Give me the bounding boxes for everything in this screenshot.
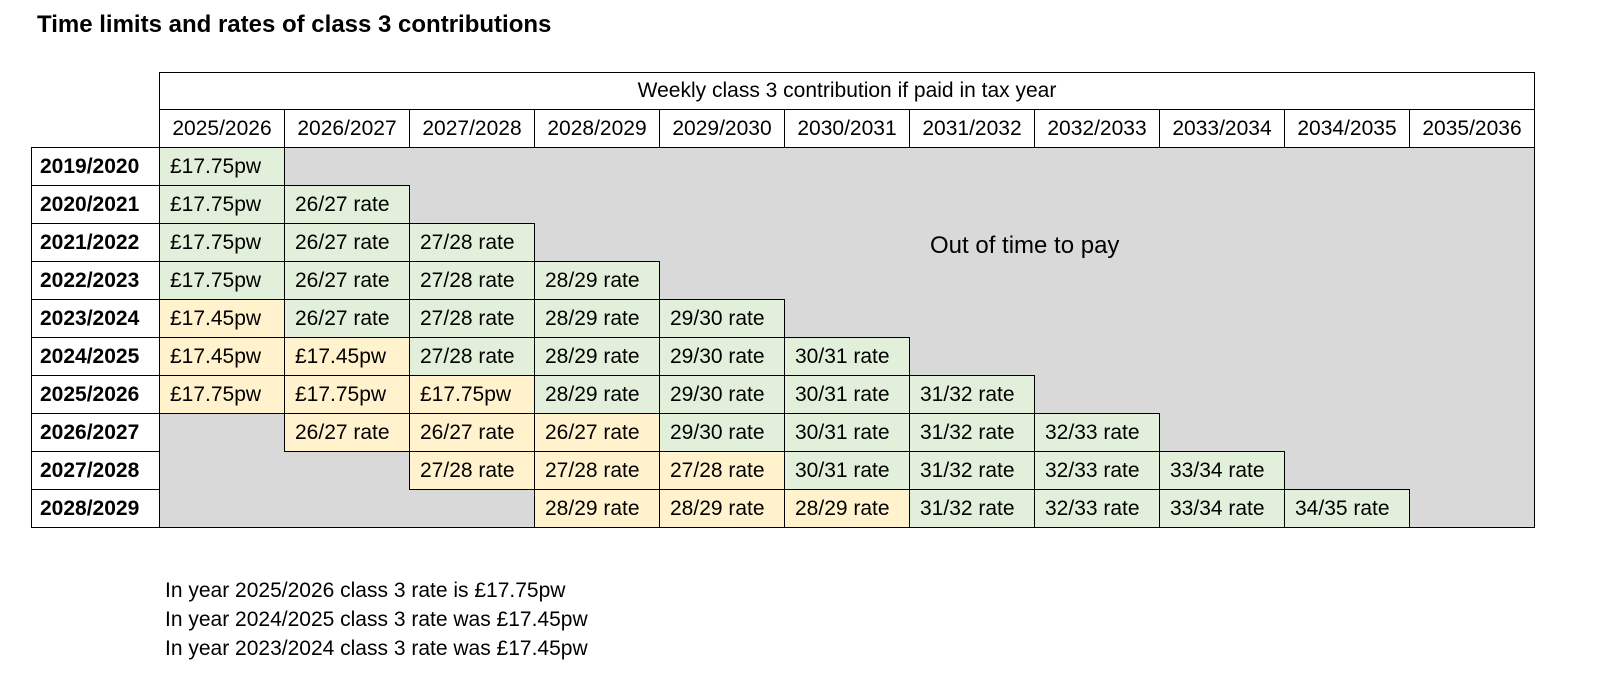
rate-cell: 28/29 rate [534,489,660,528]
rate-cell: 31/32 rate [909,413,1035,452]
rate-cell: 30/31 rate [784,451,910,490]
rate-cell: 29/30 rate [659,337,785,376]
rate-cell: 30/31 rate [784,413,910,452]
rate-cell: 26/27 rate [284,299,410,338]
column-header: 2027/2028 [409,109,535,148]
rate-cell: 26/27 rate [534,413,660,452]
column-header: 2032/2033 [1034,109,1160,148]
row-header: 2020/2021 [31,185,160,224]
column-header: 2034/2035 [1284,109,1410,148]
rate-cell: 29/30 rate [659,375,785,414]
column-header: 2031/2032 [909,109,1035,148]
rate-cell: £17.75pw [159,375,285,414]
row-header: 2024/2025 [31,337,160,376]
rate-cell: 31/32 rate [909,489,1035,528]
column-header: 2026/2027 [284,109,410,148]
note-line: In year 2023/2024 class 3 rate was £17.4… [165,637,588,660]
rate-cell: 32/33 rate [1034,451,1160,490]
rate-cell: 26/27 rate [409,413,535,452]
column-header: 2028/2029 [534,109,660,148]
rate-cell: 31/32 rate [909,451,1035,490]
rate-cell: 26/27 rate [284,413,410,452]
row-header: 2028/2029 [31,489,160,528]
contributions-table: Weekly class 3 contribution if paid in t… [31,72,1535,528]
rate-cell: 26/27 rate [284,261,410,300]
rate-cell: 26/27 rate [284,185,410,224]
rate-cell: 30/31 rate [784,337,910,376]
rate-cell: 28/29 rate [659,489,785,528]
note-line: In year 2024/2025 class 3 rate was £17.4… [165,608,588,631]
rate-cell: 28/29 rate [534,375,660,414]
rate-cell: 27/28 rate [409,223,535,262]
row-header: 2022/2023 [31,261,160,300]
rate-cell: 32/33 rate [1034,489,1160,528]
rate-cell: 28/29 rate [534,299,660,338]
rate-cell: 30/31 rate [784,375,910,414]
row-header: 2021/2022 [31,223,160,262]
rate-notes: In year 2025/2026 class 3 rate is £17.75… [165,576,588,663]
rate-cell: £17.75pw [159,223,285,262]
rate-cell: 27/28 rate [409,337,535,376]
rate-cell: £17.75pw [159,261,285,300]
rate-cell: 28/29 rate [784,489,910,528]
column-header: 2030/2031 [784,109,910,148]
rate-cell: 28/29 rate [534,261,660,300]
row-header: 2025/2026 [31,375,160,414]
note-line: In year 2025/2026 class 3 rate is £17.75… [165,579,566,602]
rate-cell: 27/28 rate [409,299,535,338]
table-header: Weekly class 3 contribution if paid in t… [159,72,1535,110]
rate-cell: £17.75pw [159,185,285,224]
column-header: 2029/2030 [659,109,785,148]
rate-cell: £17.45pw [284,337,410,376]
rate-cell: 29/30 rate [659,299,785,338]
page-title: Time limits and rates of class 3 contrib… [37,11,552,38]
column-header: 2035/2036 [1409,109,1535,148]
rate-cell: 27/28 rate [659,451,785,490]
rate-cell: 27/28 rate [409,451,535,490]
rate-cell: 34/35 rate [1284,489,1410,528]
rate-cell: 26/27 rate [284,223,410,262]
rate-cell: 29/30 rate [659,413,785,452]
rate-cell: 27/28 rate [534,451,660,490]
rate-cell: £17.45pw [159,299,285,338]
rate-cell: 33/34 rate [1159,451,1285,490]
rate-cell: £17.75pw [284,375,410,414]
column-header: 2033/2034 [1159,109,1285,148]
rate-cell: 28/29 rate [534,337,660,376]
out-of-time-label: Out of time to pay [930,232,1120,259]
rate-cell: 32/33 rate [1034,413,1160,452]
row-header: 2023/2024 [31,299,160,338]
rate-cell: 33/34 rate [1159,489,1285,528]
rate-cell: 27/28 rate [409,261,535,300]
rate-cell: £17.45pw [159,337,285,376]
row-header: 2026/2027 [31,413,160,452]
column-header: 2025/2026 [159,109,285,148]
row-header: 2027/2028 [31,451,160,490]
row-header: 2019/2020 [31,147,160,186]
rate-cell: £17.75pw [159,147,285,186]
rate-cell: £17.75pw [409,375,535,414]
rate-cell: 31/32 rate [909,375,1035,414]
